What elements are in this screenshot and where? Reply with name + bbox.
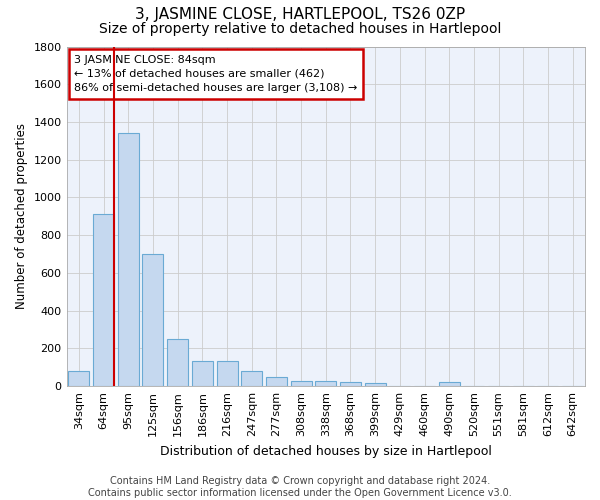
Bar <box>290 380 311 386</box>
Bar <box>241 371 262 386</box>
Bar <box>68 371 89 386</box>
Bar <box>340 382 361 386</box>
Bar <box>266 376 287 386</box>
Bar <box>217 360 238 386</box>
Bar <box>192 360 213 386</box>
Bar <box>118 134 139 386</box>
Text: 3, JASMINE CLOSE, HARTLEPOOL, TS26 0ZP: 3, JASMINE CLOSE, HARTLEPOOL, TS26 0ZP <box>135 8 465 22</box>
Bar <box>167 339 188 386</box>
Text: 3 JASMINE CLOSE: 84sqm
← 13% of detached houses are smaller (462)
86% of semi-de: 3 JASMINE CLOSE: 84sqm ← 13% of detached… <box>74 55 358 93</box>
Y-axis label: Number of detached properties: Number of detached properties <box>15 124 28 310</box>
X-axis label: Distribution of detached houses by size in Hartlepool: Distribution of detached houses by size … <box>160 444 492 458</box>
Bar <box>315 382 336 386</box>
Text: Size of property relative to detached houses in Hartlepool: Size of property relative to detached ho… <box>99 22 501 36</box>
Bar <box>439 382 460 386</box>
Text: Contains HM Land Registry data © Crown copyright and database right 2024.
Contai: Contains HM Land Registry data © Crown c… <box>88 476 512 498</box>
Bar <box>365 384 386 386</box>
Bar <box>142 254 163 386</box>
Bar <box>93 214 114 386</box>
